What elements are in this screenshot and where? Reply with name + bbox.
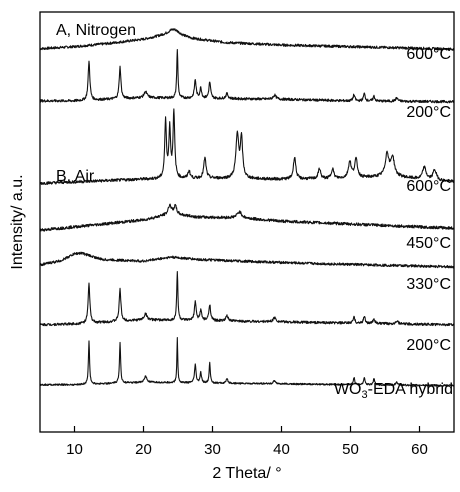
trace-3-450-c: [39, 203, 455, 232]
x-axis-title: 2 Theta/ °: [212, 465, 281, 482]
x-tick-label-50: 50: [342, 441, 359, 458]
panel-label-b: B, Air: [56, 168, 95, 185]
hybrid-label-suffix: -EDA hybrid: [368, 381, 453, 398]
trace-label-air-450: 450°C: [406, 235, 451, 252]
trace-label-air-200: 200°C: [406, 337, 451, 354]
x-tick-label-60: 60: [411, 441, 428, 458]
plot-frame: [39, 11, 455, 433]
trace-label-air-330: 330°C: [406, 276, 451, 293]
panel-label-a: A, Nitrogen: [56, 22, 136, 39]
y-axis-title: Intensity/ a.u.: [9, 174, 26, 269]
trace-5-200-c: [39, 271, 455, 327]
hybrid-label-subscript: 3: [362, 389, 368, 401]
trace-label-air-600: 600°C: [406, 178, 451, 195]
trace-label-n2-200: 200°C: [406, 104, 451, 121]
x-tick-label-20: 20: [135, 441, 152, 458]
trace-1-200-c: [39, 48, 455, 104]
hybrid-label-prefix: WO: [334, 381, 362, 398]
trace-0-600-c: [39, 28, 455, 51]
x-tick-label-40: 40: [273, 441, 290, 458]
trace-label-wo3-eda-hybrid: WO3-EDA hybrid: [334, 381, 453, 401]
trace-6-wo3-eda-hybrid: [39, 337, 455, 387]
x-tick-label-30: 30: [204, 441, 221, 458]
trace-4-330-c: [39, 251, 455, 269]
trace-2-600-c: [39, 108, 455, 185]
x-tick-label-10: 10: [66, 441, 83, 458]
x-axis-ticks: 10 20 30 40 50 60: [66, 426, 428, 458]
trace-label-n2-600: 600°C: [406, 46, 451, 63]
trace-group: [39, 28, 455, 387]
